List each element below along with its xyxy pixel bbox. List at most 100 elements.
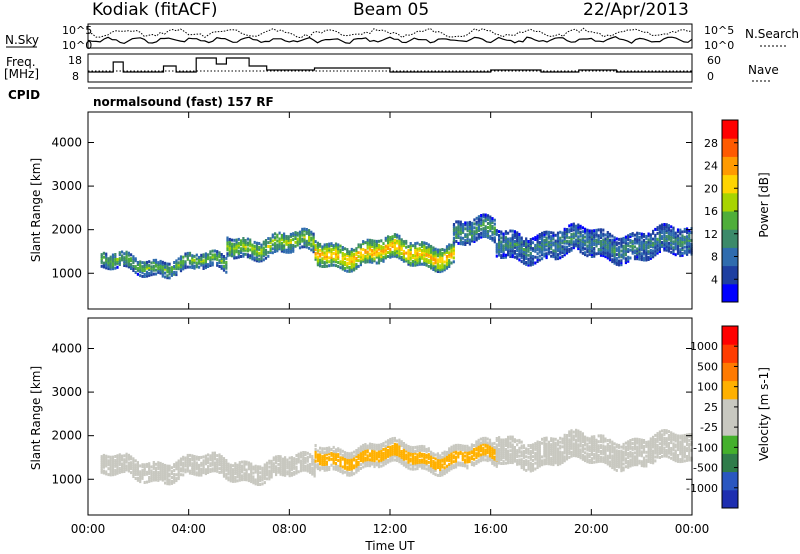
heatmap-cell: [393, 239, 396, 242]
heatmap-cell: [575, 432, 578, 436]
heatmap-cell: [234, 477, 237, 481]
heatmap-cell: [665, 443, 668, 446]
heatmap-cell: [366, 454, 369, 458]
heatmap-cell: [516, 243, 519, 247]
heatmap-cell: [459, 230, 462, 234]
heatmap-cell: [186, 455, 189, 459]
heatmap-cell: [543, 252, 546, 256]
heatmap-cell: [672, 448, 675, 452]
heatmap-cell: [288, 456, 291, 460]
heatmap-cell: [127, 263, 130, 267]
heatmap-cell: [579, 454, 582, 458]
heatmap-cell: [443, 266, 446, 270]
heatmap-cell: [264, 243, 268, 246]
heatmap-cell: [554, 447, 557, 451]
heatmap-cell: [362, 449, 365, 453]
heatmap-cell: [177, 263, 180, 267]
heatmap-cell: [102, 471, 105, 475]
heatmap-cell: [339, 250, 342, 254]
heatmap-cell: [432, 452, 435, 456]
heatmap-cell: [482, 454, 485, 458]
heatmap-cell: [343, 470, 347, 474]
heatmap-cell: [177, 477, 180, 481]
heatmap-cell: [570, 240, 573, 244]
heatmap-cell: [613, 261, 616, 265]
heatmap-cell: [652, 243, 655, 247]
heatmap-cell: [382, 442, 385, 445]
heatmap-cell: [432, 460, 435, 463]
heatmap-cell: [290, 467, 293, 471]
heatmap-cell: [407, 245, 410, 249]
heatmap-cell: [353, 472, 356, 476]
heatmap-cell: [477, 227, 480, 230]
heatmap-cell: [127, 461, 130, 465]
heatmap-cell: [552, 237, 555, 241]
heatmap-cell: [325, 468, 328, 472]
colorbar-segment: [722, 283, 738, 303]
heatmap-cell: [393, 452, 396, 456]
heatmap-cell: [382, 259, 385, 263]
heatmap-cell: [116, 462, 119, 465]
heatmap-cell: [665, 238, 668, 242]
heatmap-cell: [325, 258, 328, 262]
heatmap-cell: [159, 463, 162, 467]
heatmap-cell: [368, 248, 372, 252]
heatmap-cell: [107, 461, 110, 465]
heatmap-cell: [461, 446, 464, 450]
heatmap-cell: [534, 442, 537, 446]
heatmap-cell: [450, 449, 453, 453]
heatmap-cell: [477, 450, 480, 454]
heatmap-cell: [488, 446, 492, 450]
heatmap-cell: [466, 464, 469, 468]
heatmap-cell: [109, 459, 112, 463]
heatmap-cell: [608, 232, 612, 236]
heatmap-cell: [384, 252, 387, 256]
heatmap-cell: [631, 451, 634, 455]
heatmap-cell: [561, 439, 564, 443]
heatmap-cell: [220, 258, 223, 262]
heatmap-cell: [652, 237, 655, 241]
heatmap-cell: [289, 246, 292, 250]
heatmap-cell: [130, 471, 133, 475]
heatmap-cell: [590, 449, 593, 453]
heatmap-cell: [434, 265, 437, 269]
heatmap-cell: [100, 258, 103, 262]
heatmap-cell: [568, 228, 571, 232]
heatmap-cell: [461, 462, 464, 466]
heatmap-cell: [475, 236, 478, 240]
heatmap-cell: [480, 233, 483, 237]
heatmap-cell: [543, 444, 546, 448]
heatmap-cell: [321, 464, 324, 468]
heatmap-cell: [226, 244, 229, 248]
heatmap-cell: [565, 439, 569, 443]
heatmap-cell: [159, 465, 162, 469]
heatmap-cell: [350, 455, 353, 459]
heatmap-cell: [228, 245, 231, 249]
heatmap-cell: [305, 228, 308, 231]
heatmap-cell: [368, 444, 372, 448]
heatmap-cell: [473, 461, 476, 465]
freq-panel-frame: [87, 53, 693, 83]
heatmap-cell: [624, 235, 627, 239]
heatmap-cell: [670, 431, 673, 435]
heatmap-cell: [207, 467, 210, 471]
heatmap-cell: [127, 453, 130, 457]
heatmap-cell: [427, 457, 430, 460]
heatmap-cell: [237, 249, 240, 253]
heatmap-cell: [491, 217, 494, 221]
heatmap-cell: [157, 467, 160, 471]
heatmap-cell: [436, 270, 439, 273]
heatmap-cell: [416, 445, 419, 449]
heatmap-cell: [602, 238, 605, 242]
heatmap-cell: [665, 450, 668, 454]
heatmap-cell: [618, 451, 621, 455]
heatmap-cell: [588, 441, 591, 445]
heatmap-cell: [330, 255, 333, 259]
heatmap-cell: [599, 247, 603, 251]
heatmap-cell: [116, 467, 119, 471]
heatmap-cell: [177, 257, 180, 261]
heatmap-cell: [368, 256, 372, 260]
heatmap-cell: [125, 260, 128, 264]
heatmap-cell: [620, 467, 623, 471]
heatmap-cell: [550, 237, 553, 241]
